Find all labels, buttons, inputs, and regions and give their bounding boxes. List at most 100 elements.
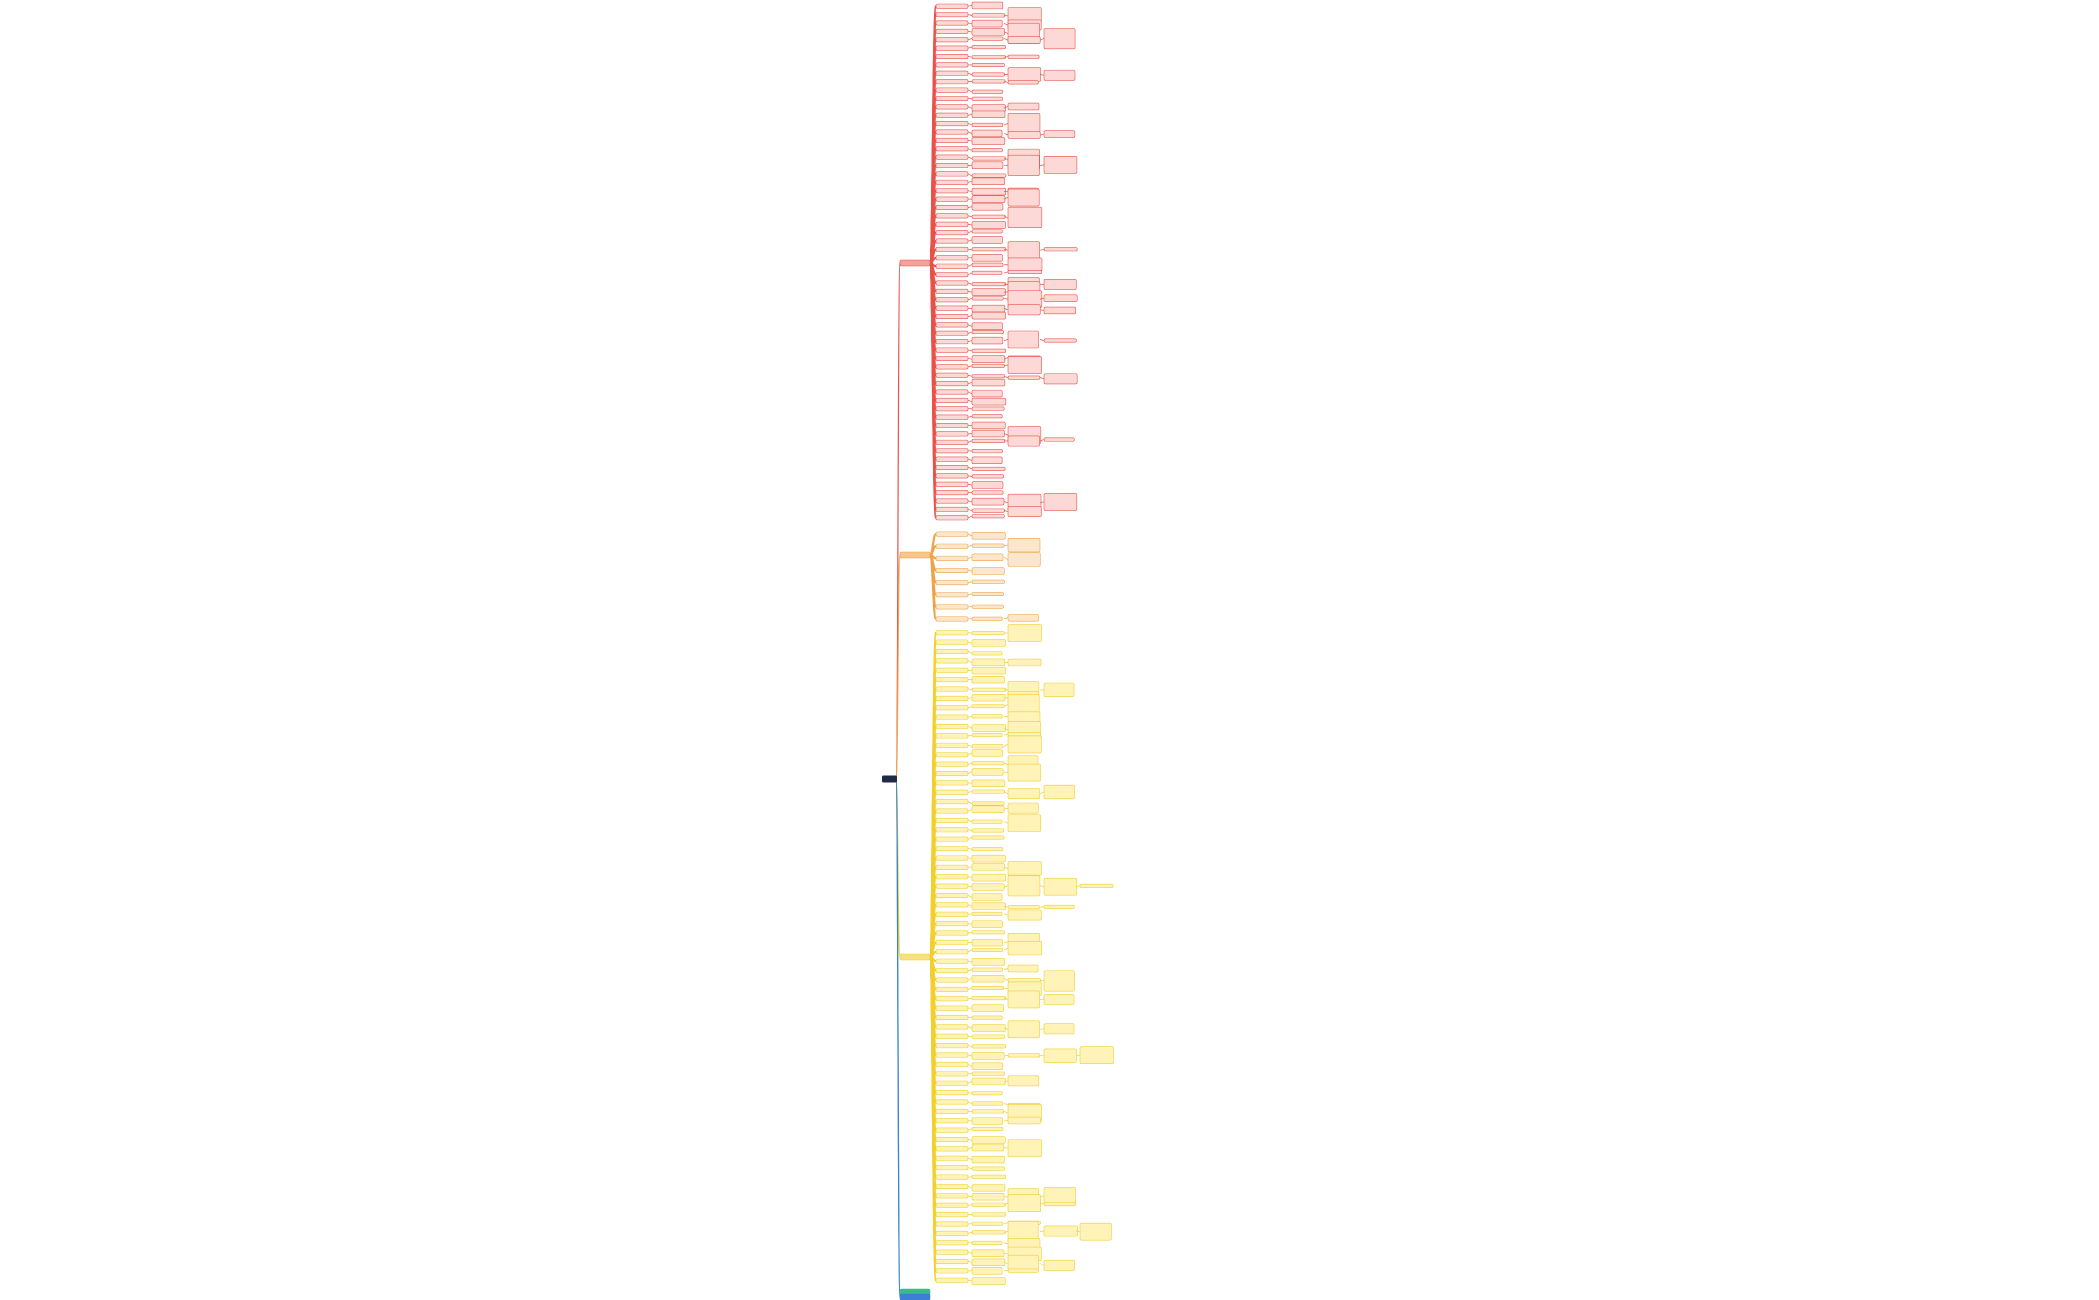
node	[1007, 304, 1041, 316]
node-link	[1003, 791, 1009, 794]
node-link	[967, 837, 973, 840]
level-1-node	[935, 658, 969, 664]
node	[1007, 435, 1040, 447]
node-link	[967, 180, 973, 183]
node	[971, 893, 1003, 901]
node-link	[967, 31, 973, 33]
node	[1007, 875, 1041, 897]
node	[971, 456, 1003, 465]
level-1-node	[935, 288, 969, 294]
level-1-node	[935, 874, 969, 880]
node-link	[967, 997, 973, 1000]
node	[971, 270, 1003, 275]
node	[971, 819, 1003, 824]
node-link	[967, 1054, 973, 1057]
level-1-node	[935, 464, 969, 470]
node-link	[967, 1204, 973, 1206]
level-1-node	[935, 686, 969, 692]
level-1-node	[935, 911, 969, 917]
node-link	[1003, 501, 1009, 504]
level-1-node	[935, 121, 969, 127]
branch-link	[895, 778, 901, 958]
node	[971, 768, 1004, 776]
node	[1043, 1225, 1078, 1237]
level-1-node	[935, 1127, 969, 1133]
level-1-node	[935, 330, 969, 336]
level-1-node	[935, 714, 969, 720]
node-link	[1039, 248, 1045, 251]
node-link	[1039, 1202, 1045, 1205]
node-link	[1003, 727, 1009, 731]
level-1-node	[935, 355, 969, 361]
node	[971, 1166, 1005, 1171]
node-link	[967, 272, 973, 275]
node-link	[1039, 377, 1045, 380]
level-1-node	[935, 846, 969, 852]
level-1-node	[935, 761, 969, 767]
node	[1043, 1259, 1075, 1271]
level-1-node	[935, 1240, 969, 1246]
node-link	[1003, 1027, 1009, 1030]
node	[1043, 28, 1076, 50]
level-1-node	[935, 1268, 969, 1274]
level-1-node	[935, 1165, 969, 1171]
root-node	[882, 775, 897, 783]
node	[1007, 861, 1042, 876]
node-link	[967, 752, 973, 756]
node-link	[1003, 617, 1009, 620]
node-link	[967, 808, 973, 812]
node-link	[967, 1026, 973, 1029]
node-link	[1003, 308, 1009, 311]
node	[1007, 964, 1039, 973]
node	[1007, 537, 1041, 553]
level-1-node	[935, 921, 969, 927]
node-link	[967, 1147, 973, 1150]
node	[1043, 306, 1077, 315]
level-1-node	[935, 604, 969, 610]
node	[971, 348, 1007, 353]
node-link	[967, 651, 973, 654]
node	[1007, 711, 1041, 723]
node	[1043, 156, 1078, 174]
level-1-node	[935, 799, 969, 805]
level-1-node	[935, 555, 969, 561]
node	[971, 847, 1004, 852]
node-link	[967, 467, 973, 470]
node-link	[967, 223, 973, 226]
node-link	[967, 545, 973, 547]
node-link	[1075, 1230, 1081, 1233]
level-1-node	[935, 1277, 969, 1283]
level-1-node	[935, 930, 969, 936]
node	[971, 187, 1007, 196]
node	[971, 229, 1003, 234]
level-1-node	[935, 372, 969, 378]
node	[1043, 493, 1078, 511]
node	[971, 247, 1007, 252]
level-1-node	[935, 1108, 969, 1114]
node-link	[967, 282, 973, 285]
node	[971, 438, 1006, 443]
node	[971, 137, 1006, 145]
level-1-node	[935, 146, 969, 152]
level-1-node	[935, 87, 969, 93]
level-1-node	[935, 498, 969, 504]
node-link	[967, 349, 973, 352]
node	[1007, 735, 1042, 754]
node	[971, 835, 1005, 840]
node-link	[1003, 248, 1009, 251]
node-link	[1003, 947, 1009, 951]
level-1-node	[935, 28, 969, 34]
level-1-node	[935, 246, 969, 252]
node	[971, 543, 1005, 548]
level-1-node	[935, 1043, 969, 1049]
node-link	[1003, 704, 1009, 707]
node	[971, 156, 1006, 161]
node	[971, 79, 1006, 84]
node-link	[967, 173, 973, 176]
node-link	[1039, 979, 1045, 982]
node-link	[1003, 556, 1009, 560]
node	[1007, 905, 1040, 910]
node-link	[1075, 1054, 1081, 1057]
node-link	[967, 923, 973, 925]
level-1-node	[935, 506, 969, 512]
